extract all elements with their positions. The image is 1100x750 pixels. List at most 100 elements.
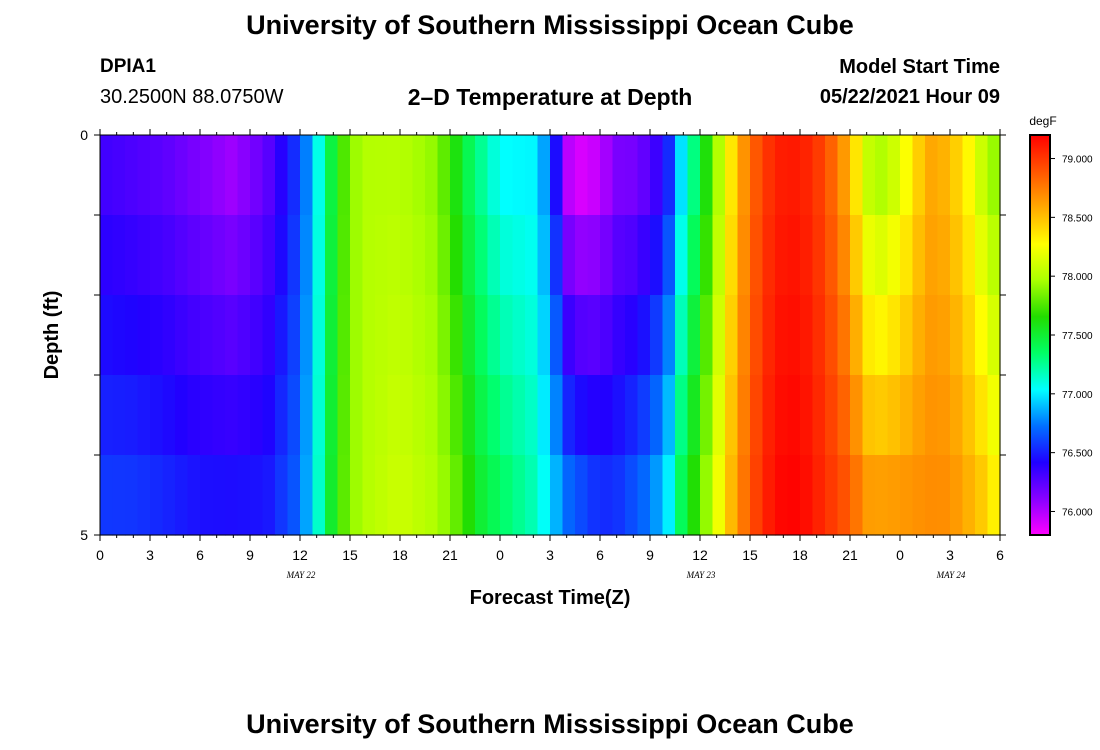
heatmap-cell [875, 455, 889, 536]
heatmap-cell [600, 295, 614, 376]
x-tick-label: 3 [946, 547, 954, 563]
heatmap-cell [425, 135, 439, 216]
heatmap-cell [150, 375, 164, 456]
heatmap-cell [262, 135, 276, 216]
heatmap-cell [712, 295, 726, 376]
heatmap-cell [450, 375, 464, 456]
heatmap-cell [850, 455, 864, 536]
heatmap-cell [825, 135, 839, 216]
heatmap-cell [637, 455, 651, 536]
heatmap-cell [137, 215, 151, 296]
heatmap-cell [212, 375, 226, 456]
heatmap-cell [337, 375, 351, 456]
heatmap-cell [562, 135, 576, 216]
heatmap-cell [162, 215, 176, 296]
heatmap-cell [787, 295, 801, 376]
colorbar-tick-label: 76.500 [1062, 449, 1093, 460]
heatmap-cell [712, 215, 726, 296]
heatmap-cell [475, 455, 489, 536]
heatmap-cell [650, 215, 664, 296]
heatmap-cell [762, 375, 776, 456]
heatmap-cell [350, 215, 364, 296]
heatmap-cell [887, 455, 901, 536]
heatmap-cell [925, 135, 939, 216]
heatmap-cell [725, 215, 739, 296]
heatmap-cell [725, 295, 739, 376]
heatmap-cell [250, 455, 264, 536]
heatmap-cell [562, 455, 576, 536]
heatmap-cell [762, 295, 776, 376]
colorbar-unit: degF [1029, 114, 1056, 128]
heatmap-cell [550, 135, 564, 216]
heatmap-cell [937, 455, 951, 536]
heatmap-cell [512, 295, 526, 376]
heatmap-cell [175, 375, 189, 456]
heatmap-cell [387, 295, 401, 376]
heatmap-cell [525, 295, 539, 376]
heatmap-cell [512, 135, 526, 216]
heatmap-cell [500, 455, 514, 536]
heatmap-cell [337, 455, 351, 536]
heatmap-cell [850, 295, 864, 376]
heatmap-cell [787, 375, 801, 456]
heatmap-cell [975, 135, 989, 216]
heatmap-cell [137, 455, 151, 536]
heatmap-cell [637, 215, 651, 296]
heatmap-cell [700, 455, 714, 536]
heatmap-cell [662, 295, 676, 376]
heatmap-cell [225, 455, 239, 536]
heatmap-cell [887, 135, 901, 216]
footer-title: University of Southern Mississippi Ocean… [246, 709, 854, 739]
heatmap-cell [162, 135, 176, 216]
heatmap-cell [487, 375, 501, 456]
heatmap-cell [987, 135, 1001, 216]
heatmap-cell [762, 215, 776, 296]
heatmap-cell [700, 215, 714, 296]
y-tick-label: 0 [80, 127, 88, 143]
heatmap-cell [725, 375, 739, 456]
heatmap-cell [575, 215, 589, 296]
heatmap-cell [850, 135, 864, 216]
heatmap-cell [800, 455, 814, 536]
heatmap-cell [412, 455, 426, 536]
heatmap-cell [312, 135, 326, 216]
heatmap-cell [100, 135, 114, 216]
heatmap-cell [662, 135, 676, 216]
heatmap-cell [662, 375, 676, 456]
heatmap-cell [887, 215, 901, 296]
heatmap-cell [287, 375, 301, 456]
heatmap-cell [912, 135, 926, 216]
heatmap-cell [375, 135, 389, 216]
heatmap-cell [475, 135, 489, 216]
heatmap-cell [600, 215, 614, 296]
heatmap-cell [237, 215, 251, 296]
heatmap-cell [100, 215, 114, 296]
heatmap-cell [425, 375, 439, 456]
heatmap-cell [262, 295, 276, 376]
y-axis-label: Depth (ft) [41, 291, 63, 380]
heatmap-cell [962, 135, 976, 216]
heatmap-cell [712, 455, 726, 536]
heatmap-cell [312, 375, 326, 456]
heatmap-cell [800, 375, 814, 456]
heatmap-cell [837, 455, 851, 536]
heatmap-cell [387, 455, 401, 536]
heatmap-cell [400, 375, 414, 456]
heatmap-cell [587, 215, 601, 296]
heatmap-cell [837, 135, 851, 216]
heatmap-cell [887, 295, 901, 376]
heatmap-cell [887, 375, 901, 456]
heatmap-cell [587, 135, 601, 216]
heatmap-cell [987, 215, 1001, 296]
heatmap-cell [237, 135, 251, 216]
heatmap-cell [437, 215, 451, 296]
station-id: DPIA1 [100, 56, 156, 77]
heatmap-cell [300, 135, 314, 216]
heatmap-cell [225, 375, 239, 456]
heatmap-cell [425, 215, 439, 296]
heatmap-cell [225, 135, 239, 216]
heatmap-cell [775, 295, 789, 376]
heatmap-cell [300, 295, 314, 376]
heatmap-cell [500, 295, 514, 376]
heatmap-cell [750, 135, 764, 216]
